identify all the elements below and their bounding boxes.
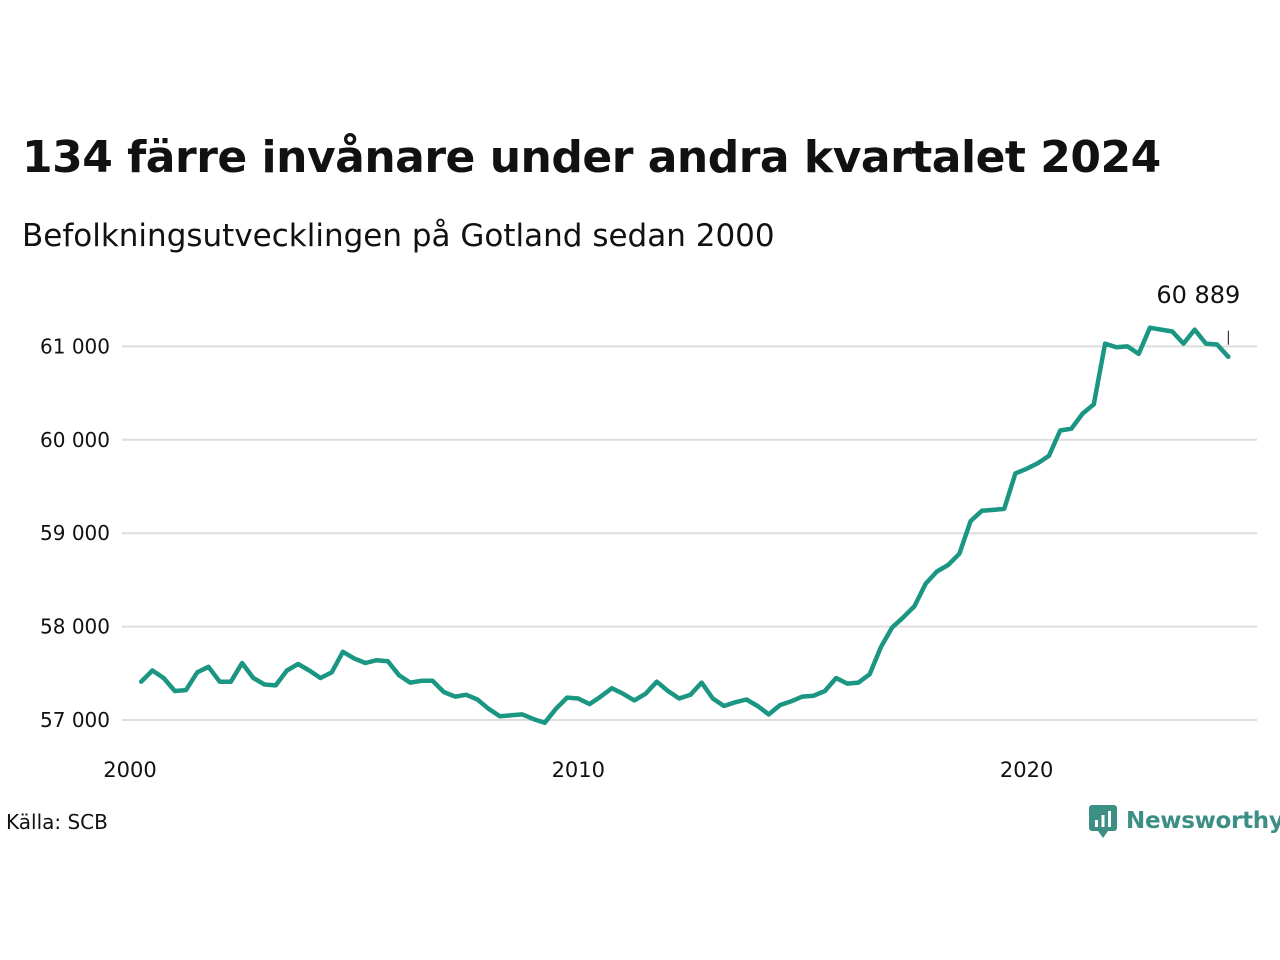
y-tick-label: 59 000 xyxy=(40,521,110,545)
source-note: Källa: SCB xyxy=(6,810,108,834)
x-tick-label: 2010 xyxy=(552,758,605,782)
x-tick-label: 2000 xyxy=(103,758,156,782)
chart-title: 134 färre invånare under andra kvartalet… xyxy=(22,132,1161,183)
y-tick-label: 57 000 xyxy=(40,708,110,732)
end-value-label: 60 889 xyxy=(1156,281,1240,309)
brand-logo: Newsworthy xyxy=(1088,803,1280,839)
annotation-layer: 60 889 xyxy=(1156,281,1240,345)
y-tick-label: 58 000 xyxy=(40,615,110,639)
x-tick-label: 2020 xyxy=(1000,758,1053,782)
y-axis-ticks: 57 000 58 000 59 000 60 000 61 000 xyxy=(40,334,110,732)
chart-subtitle: Befolkningsutvecklingen på Gotland sedan… xyxy=(22,218,775,254)
newsworthy-logo-icon xyxy=(1089,805,1117,838)
y-tick-label: 60 000 xyxy=(40,428,110,452)
series-layer xyxy=(138,325,1231,726)
brand-name: Newsworthy xyxy=(1126,808,1280,834)
series-line-0 xyxy=(138,325,1231,726)
y-tick-label: 61 000 xyxy=(40,334,110,358)
gridlines xyxy=(122,345,1257,721)
x-axis-ticks: 2000 2010 2020 xyxy=(103,758,1053,782)
